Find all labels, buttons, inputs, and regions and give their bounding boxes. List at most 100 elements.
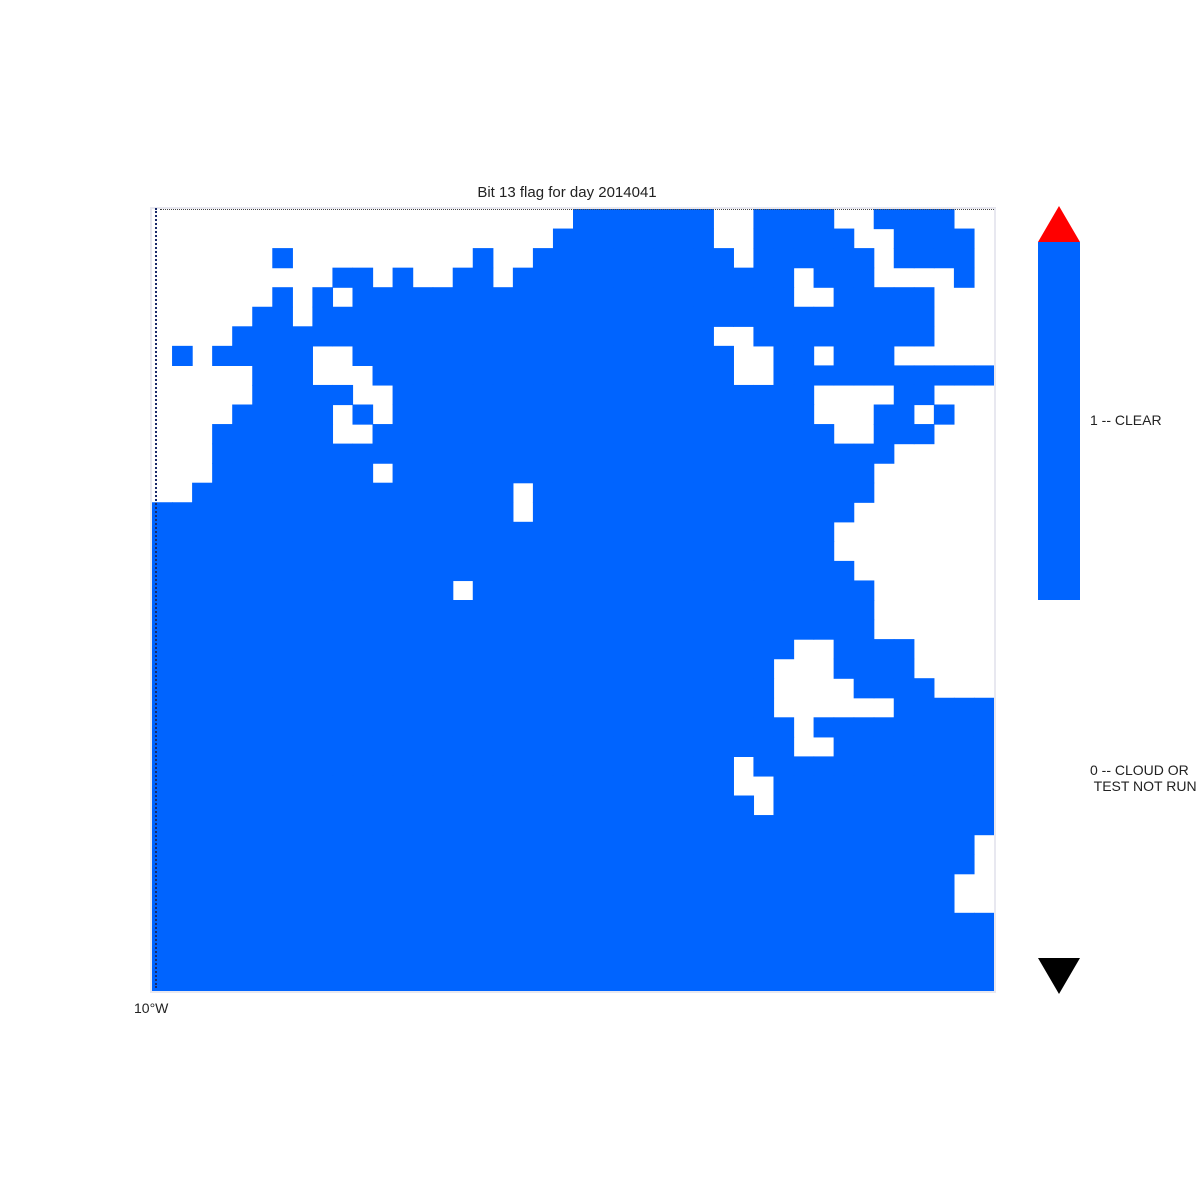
grid-cell-clear (512, 443, 534, 464)
grid-cell-clear (773, 560, 795, 582)
grid-cell-clear (312, 873, 334, 894)
grid-cell-clear (573, 795, 594, 816)
grid-cell-clear (713, 365, 734, 386)
grid-cell-clear (372, 736, 394, 757)
grid-cell-clear (252, 658, 273, 679)
grid-cell-clear (593, 600, 614, 621)
grid-cell-clear (172, 971, 193, 991)
grid-cell-clear (693, 619, 714, 640)
grid-cell-clear (272, 815, 293, 836)
grid-cell-clear (312, 951, 334, 973)
grid-cell-clear (953, 951, 975, 973)
grid-cell-clear (633, 912, 654, 933)
grid-cell-clear (252, 365, 273, 386)
grid-cell-clear (152, 658, 173, 679)
grid-cell-clear (713, 932, 734, 953)
grid-cell-clear (372, 697, 394, 718)
grid-cell-clear (773, 932, 795, 953)
grid-cell-clear (272, 834, 293, 855)
grid-cell-clear (573, 463, 594, 484)
grid-cell-clear (272, 580, 293, 601)
grid-cell-clear (392, 600, 414, 621)
grid-cell-clear (192, 834, 213, 855)
grid-cell-clear (833, 854, 855, 875)
grid-cell-clear (773, 775, 795, 797)
grid-cell-clear (152, 619, 173, 640)
grid-cell-clear (552, 815, 574, 836)
grid-cell-clear (252, 580, 273, 601)
grid-cell-clear (653, 345, 674, 366)
grid-cell-clear (693, 365, 714, 386)
grid-cell-clear (412, 756, 434, 777)
grid-cell-clear (673, 384, 694, 406)
grid-cell-clear (552, 443, 574, 464)
grid-cell-clear (613, 326, 634, 347)
grid-cell-clear (512, 287, 534, 308)
grid-cell-clear (773, 443, 795, 464)
grid-cell-clear (492, 756, 514, 777)
grid-cell-clear (192, 639, 213, 660)
grid-cell-clear (693, 541, 714, 562)
grid-cell-clear (152, 893, 173, 914)
grid-cell-clear (432, 893, 454, 914)
grid-cell-clear (793, 795, 815, 816)
grid-cell-clear (573, 912, 594, 933)
grid-cell-clear (512, 424, 534, 445)
grid-cell-clear (292, 560, 313, 582)
grid-cell-clear (372, 443, 394, 464)
grid-cell-clear (232, 893, 253, 914)
grid-cell-clear (913, 854, 935, 875)
grid-cell-clear (773, 521, 795, 542)
grid-cell-clear (212, 658, 233, 679)
grid-cell-clear (953, 912, 975, 933)
grid-cell-clear (192, 854, 213, 875)
grid-cell-clear (312, 502, 334, 523)
grid-cell-clear (272, 443, 293, 464)
grid-cell-clear (893, 209, 915, 230)
grid-cell-clear (292, 326, 313, 347)
grid-cell-clear (653, 209, 674, 230)
grid-cell-clear (292, 932, 313, 953)
grid-cell-clear (853, 717, 875, 738)
grid-cell-clear (833, 463, 855, 484)
grid-cell-clear (332, 541, 354, 562)
grid-cell-clear (352, 287, 374, 308)
grid-cell-clear (392, 854, 414, 875)
grid-cell-clear (252, 463, 273, 484)
grid-cell-clear (312, 326, 334, 347)
grid-cell-clear (252, 424, 273, 445)
grid-cell-clear (593, 951, 614, 973)
grid-cell-clear (793, 228, 815, 249)
grid-cell-clear (653, 932, 674, 953)
grid-cell-clear (452, 287, 474, 308)
grid-cell-clear (272, 463, 293, 484)
grid-cell-clear (693, 306, 714, 327)
grid-cell-clear (532, 795, 554, 816)
grid-cell-clear (573, 248, 594, 269)
grid-cell-clear (753, 815, 775, 836)
grid-cell-clear (853, 951, 875, 973)
grid-cell-clear (673, 443, 694, 464)
grid-cell-clear (633, 502, 654, 523)
grid-cell-clear (432, 697, 454, 718)
grid-cell-clear (272, 248, 293, 269)
grid-cell-clear (272, 717, 293, 738)
grid-cell-clear (673, 873, 694, 894)
grid-cell-clear (693, 345, 714, 366)
grid-cell-clear (653, 775, 674, 797)
grid-cell-clear (733, 873, 755, 894)
grid-cell-clear (773, 287, 795, 308)
grid-cell-clear (813, 932, 835, 953)
grid-cell-clear (212, 932, 233, 953)
grid-cell-clear (913, 326, 935, 347)
grid-cell-clear (532, 424, 554, 445)
grid-cell-clear (733, 854, 755, 875)
grid-cell-clear (833, 502, 855, 523)
grid-cell-clear (452, 365, 474, 386)
grid-cell-clear (953, 971, 975, 991)
grid-cell-clear (613, 209, 634, 230)
grid-cell-clear (552, 365, 574, 386)
grid-cell-clear (292, 424, 313, 445)
grid-cell-clear (873, 736, 895, 757)
grid-cell-clear (633, 228, 654, 249)
